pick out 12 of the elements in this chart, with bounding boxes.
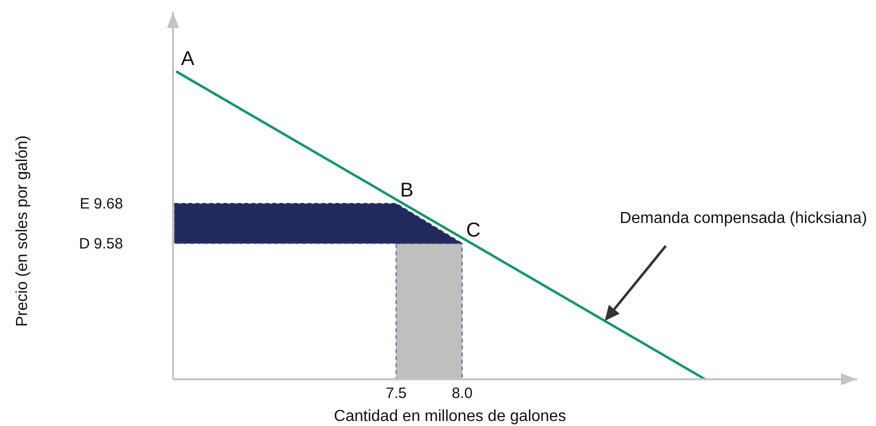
annotation: Demanda compensada (hicksiana) <box>620 210 868 227</box>
x-tick-label: 7.5 <box>386 384 407 402</box>
y-axis-title: Precio (en soles por galón) <box>14 135 31 327</box>
text: D <box>78 235 90 252</box>
x-tick-label: 8.0 <box>452 384 473 402</box>
annotation: C <box>466 220 481 242</box>
y-tick-label: 9.58 <box>94 235 123 252</box>
x-axis-title: Cantidad en millones de galones <box>334 408 566 425</box>
text: E <box>80 195 90 212</box>
y-tick-label: 9.68 <box>94 195 123 212</box>
annotation: A <box>180 48 195 70</box>
annotation: B <box>400 180 414 202</box>
